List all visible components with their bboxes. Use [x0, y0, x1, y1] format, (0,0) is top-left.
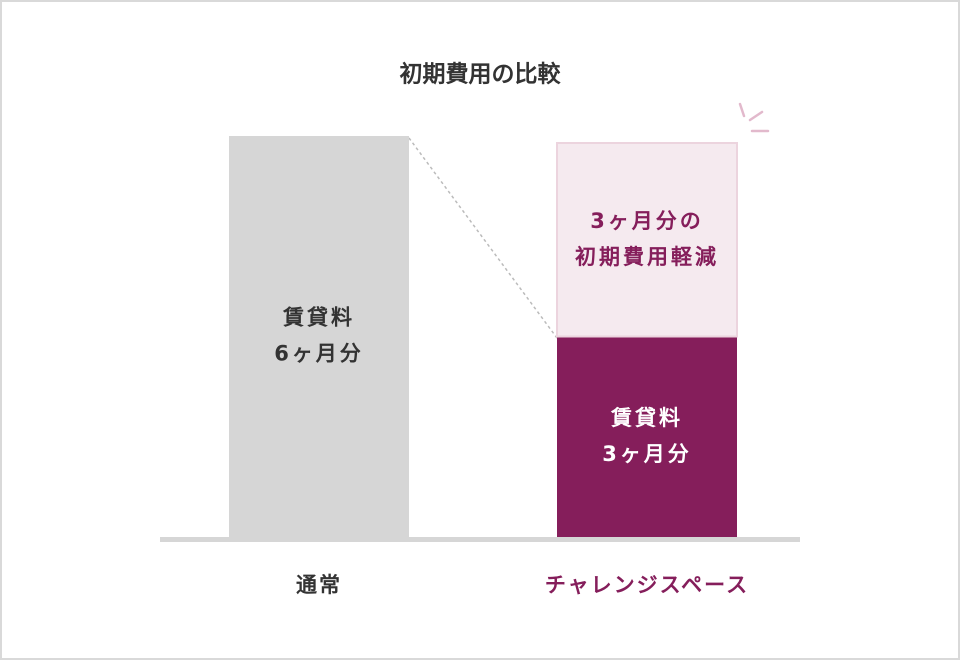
- segment-label: 3ヶ月分の: [590, 209, 704, 233]
- sparkle: [738, 102, 770, 133]
- segment-label: 賃貸料: [282, 306, 355, 330]
- bar-segment: [556, 142, 738, 338]
- bar-segment: [557, 336, 737, 537]
- segment-label: 6ヶ月分: [274, 342, 364, 366]
- bar-segment: [229, 136, 409, 537]
- segment-label: 3ヶ月分: [602, 442, 692, 466]
- baseline: [160, 537, 800, 542]
- chart-title: 初期費用の比較: [400, 61, 562, 88]
- x-tick-label: 通常: [296, 573, 342, 597]
- x-tick-label: チャレンジスペース: [545, 573, 749, 597]
- segment-label: 初期費用軽減: [575, 245, 719, 269]
- segment-label: 賃貸料: [610, 406, 683, 430]
